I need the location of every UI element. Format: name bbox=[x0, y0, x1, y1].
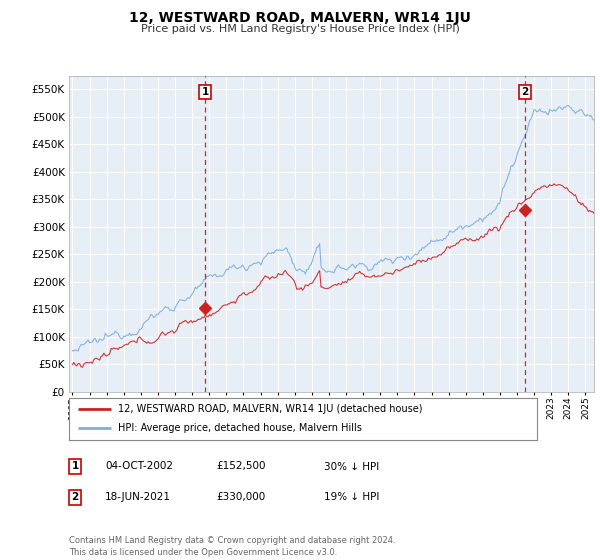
Text: 18-JUN-2021: 18-JUN-2021 bbox=[105, 492, 171, 502]
Text: 12, WESTWARD ROAD, MALVERN, WR14 1JU (detached house): 12, WESTWARD ROAD, MALVERN, WR14 1JU (de… bbox=[118, 404, 422, 414]
Text: 2: 2 bbox=[521, 87, 529, 97]
Text: 19% ↓ HPI: 19% ↓ HPI bbox=[324, 492, 379, 502]
Text: HPI: Average price, detached house, Malvern Hills: HPI: Average price, detached house, Malv… bbox=[118, 423, 362, 433]
Text: 1: 1 bbox=[71, 461, 79, 472]
Text: 1: 1 bbox=[202, 87, 209, 97]
Text: £152,500: £152,500 bbox=[216, 461, 265, 472]
Text: Contains HM Land Registry data © Crown copyright and database right 2024.
This d: Contains HM Land Registry data © Crown c… bbox=[69, 536, 395, 557]
Text: 30% ↓ HPI: 30% ↓ HPI bbox=[324, 461, 379, 472]
Text: 12, WESTWARD ROAD, MALVERN, WR14 1JU: 12, WESTWARD ROAD, MALVERN, WR14 1JU bbox=[129, 11, 471, 25]
Text: £330,000: £330,000 bbox=[216, 492, 265, 502]
Text: 2: 2 bbox=[71, 492, 79, 502]
Text: Price paid vs. HM Land Registry's House Price Index (HPI): Price paid vs. HM Land Registry's House … bbox=[140, 24, 460, 34]
Text: 04-OCT-2002: 04-OCT-2002 bbox=[105, 461, 173, 472]
